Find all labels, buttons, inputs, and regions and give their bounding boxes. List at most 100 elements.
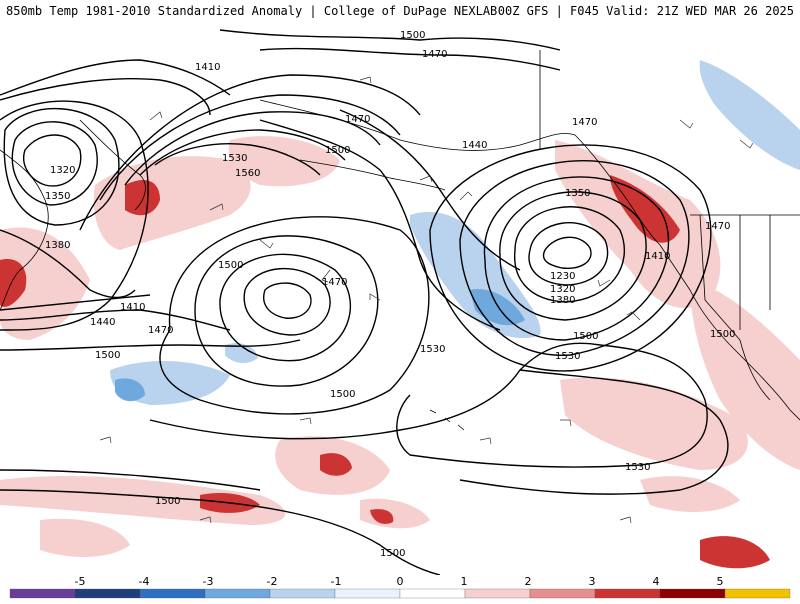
contour-ridge-2 — [139, 129, 346, 176]
contour-central-low-3 — [219, 253, 351, 362]
contour-1410-north — [0, 78, 211, 116]
cold-anomaly-small — [225, 343, 258, 364]
colorbar-swatch — [139, 588, 206, 599]
aleutians — [299, 159, 446, 191]
warm-anomaly-southwest — [690, 280, 800, 470]
colorbar-swatch — [74, 588, 141, 599]
wind-barb — [419, 175, 433, 183]
contour-label: 1470 — [148, 325, 173, 336]
wind-barb — [619, 516, 632, 524]
contour-label: 1500 — [218, 260, 243, 271]
cold-anomaly-mid-core — [115, 378, 145, 402]
wind-barb — [597, 279, 611, 287]
contour-1500-top — [219, 29, 561, 51]
wind-barb — [560, 419, 572, 427]
contour-label: 1530 — [222, 153, 247, 164]
contour-label: 1440 — [462, 140, 487, 151]
colorbar-tick-label: 3 — [589, 575, 596, 588]
contour-label: 1230 — [550, 271, 575, 282]
contour-west-trough-2 — [0, 229, 136, 299]
contour-1500-north-east — [259, 119, 501, 331]
contour-label: 1500 — [155, 496, 180, 507]
contour-label: 1470 — [572, 117, 597, 128]
contour-label: 1530 — [420, 344, 445, 355]
colorbar-swatch — [399, 588, 466, 599]
contour-label: 1470 — [705, 221, 730, 232]
map-title: 850mb Temp 1981-2010 Standardized Anomal… — [6, 4, 498, 18]
state-line-1 — [699, 214, 741, 341]
contour-label: 1500 — [380, 548, 405, 559]
warm-anomaly-west — [0, 227, 90, 340]
colorbar-swatch — [659, 588, 726, 599]
colorbar-tick-label: -4 — [139, 575, 150, 588]
contour-label: 1560 — [235, 168, 260, 179]
contour-1530-south — [0, 469, 261, 491]
colorbar-tick-label: -3 — [203, 575, 214, 588]
contour-labels: 1500 1470 1410 1470 1470 1320 1350 1380 … — [45, 30, 735, 559]
colorbar-swatch — [9, 588, 76, 599]
wind-barb — [99, 436, 112, 444]
contour-label: 1470 — [322, 277, 347, 288]
contour-east-low-6 — [459, 160, 690, 356]
wind-barbs — [99, 76, 754, 524]
contour-west-low-2 — [11, 121, 98, 206]
contour-east-low-7 — [429, 144, 712, 372]
contour-ridge-4 — [99, 94, 401, 201]
warm-anomaly-central-core — [320, 453, 352, 476]
wind-barb — [679, 119, 694, 129]
contour-ridge-1 — [154, 143, 321, 176]
contour-1530-east — [459, 369, 729, 495]
contour-east-low-inner — [542, 236, 592, 269]
contour-west-low-inner — [23, 134, 82, 187]
contour-label: 1320 — [50, 165, 75, 176]
model-run-info: 00Z GFS | F045 Valid: 21Z WED MAR 26 202… — [497, 4, 794, 18]
contour-central-low-4 — [194, 235, 379, 387]
contour-label: 1350 — [45, 191, 70, 202]
contour-1500-south — [0, 489, 441, 575]
anomaly-colorbar: -5 -4 -3 -2 -1 0 1 2 3 4 5 — [0, 575, 800, 600]
wind-barb — [259, 239, 274, 249]
contour-1500-mid — [0, 339, 301, 351]
contour-label: 1380 — [45, 240, 70, 251]
wind-barb — [149, 111, 163, 121]
contour-label: 1500 — [710, 329, 735, 340]
contour-1440-west — [0, 294, 151, 311]
wind-barb — [739, 139, 754, 149]
warm-anomaly-bottom-left — [40, 518, 130, 557]
cold-anomaly-canada — [699, 60, 800, 170]
colorbar-swatch — [334, 588, 401, 599]
colorbar-tick-label: 4 — [653, 575, 660, 588]
warm-anomaly-ridge — [93, 156, 251, 250]
contour-central-low-inner — [263, 282, 312, 319]
hawaii-islands — [429, 409, 465, 431]
asia-coastline — [0, 149, 49, 311]
contour-label: 1500 — [95, 350, 120, 361]
colorbar-tick-label: 5 — [717, 575, 724, 588]
warm-anomaly-westcoast-core — [610, 175, 680, 243]
kamchatka-coastline — [79, 119, 146, 211]
contour-west-low-3 — [3, 107, 120, 226]
contour-label: 1410 — [120, 302, 145, 313]
wind-barb — [459, 191, 473, 201]
wind-barb — [626, 311, 641, 321]
colorbar-swatches — [9, 588, 791, 599]
warm-anomaly-bottom-mid — [360, 498, 430, 529]
contour-east-low-4 — [499, 191, 647, 321]
contour-1470-mid-east — [339, 109, 521, 271]
contour-west-trough-1 — [0, 100, 149, 331]
wind-barb — [321, 269, 331, 283]
colorbar-tick-labels: -5 -4 -3 -2 -1 0 1 2 3 4 5 — [75, 575, 724, 588]
contour-label: 1500 — [325, 145, 350, 156]
warm-anomaly-bottom-right-core — [700, 536, 770, 569]
weather-map: 1500 1470 1410 1470 1470 1320 1350 1380 … — [0, 22, 800, 575]
wind-barb — [209, 203, 224, 211]
contour-ridge-5 — [79, 74, 421, 231]
contour-label: 1440 — [90, 317, 115, 328]
colorbar-swatch — [594, 588, 661, 599]
wind-barb — [199, 516, 212, 524]
contour-label: 1320 — [550, 284, 575, 295]
colorbar-swatch — [204, 588, 271, 599]
wind-barb — [299, 417, 312, 425]
contour-ridge-3 — [124, 111, 381, 186]
contour-east-low-2 — [528, 222, 609, 286]
